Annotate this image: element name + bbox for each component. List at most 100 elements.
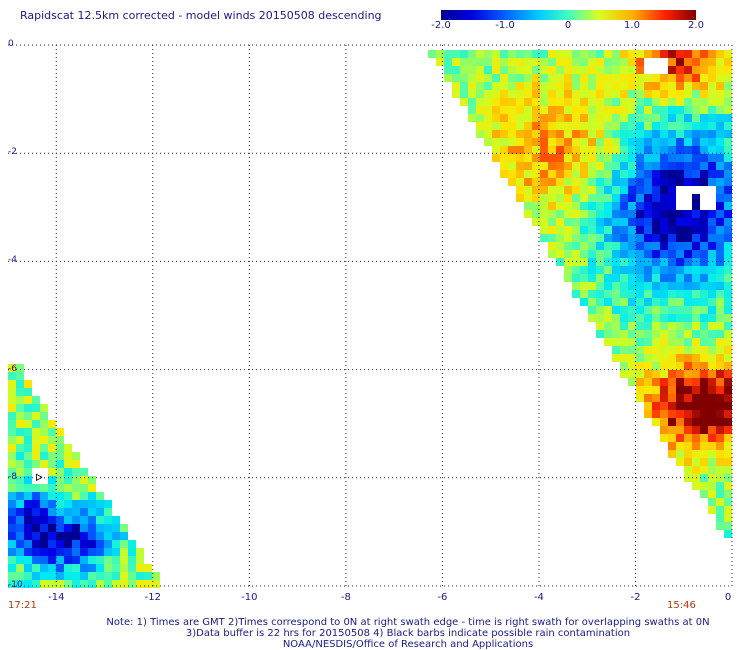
wind-cell: [724, 58, 732, 66]
wind-cell: [596, 194, 604, 202]
wind-cell: [556, 146, 564, 154]
wind-cell: [540, 202, 548, 210]
wind-cell: [636, 130, 644, 138]
wind-cell: [580, 82, 588, 90]
wind-cell: [476, 82, 484, 90]
wind-cell: [724, 282, 732, 290]
wind-cell: [708, 74, 716, 82]
wind-cell: [676, 58, 684, 66]
wind-cell: [16, 524, 24, 532]
wind-cell: [532, 218, 540, 226]
wind-cell: [556, 242, 564, 250]
wind-cell: [612, 218, 620, 226]
wind-cell: [700, 490, 708, 498]
wind-cell: [684, 346, 692, 354]
wind-cell: [604, 186, 612, 194]
wind-cell: [572, 250, 580, 258]
wind-cell: [716, 178, 724, 186]
wind-cell: [684, 362, 692, 370]
wind-cell: [56, 436, 64, 444]
wind-cell: [80, 508, 88, 516]
wind-cell: [708, 258, 716, 266]
wind-cell: [652, 226, 660, 234]
wind-cell: [724, 498, 732, 506]
wind-cell: [72, 460, 80, 468]
wind-cell: [64, 548, 72, 556]
wind-cell: [112, 556, 120, 564]
wind-cell: [112, 580, 120, 588]
wind-cell: [652, 266, 660, 274]
wind-cell: [476, 98, 484, 106]
wind-cell: [724, 186, 732, 194]
wind-cell: [460, 90, 468, 98]
wind-cell: [588, 290, 596, 298]
wind-cell: [644, 50, 652, 58]
wind-cell: [24, 532, 32, 540]
wind-cell: [48, 580, 56, 588]
wind-cell: [708, 282, 716, 290]
wind-cell: [516, 138, 524, 146]
wind-cell: [604, 258, 612, 266]
wind-cell: [652, 290, 660, 298]
wind-cell: [652, 402, 660, 410]
wind-cell: [724, 354, 732, 362]
wind-cell: [668, 90, 676, 98]
wind-cell: [708, 450, 716, 458]
wind-cell: [676, 226, 684, 234]
wind-cell: [684, 370, 692, 378]
wind-cell: [668, 98, 676, 106]
wind-cell: [64, 484, 72, 492]
wind-cell: [708, 418, 716, 426]
wind-cell: [88, 484, 96, 492]
wind-cell: [716, 330, 724, 338]
wind-cell: [524, 186, 532, 194]
wind-cell: [96, 492, 104, 500]
wind-cell: [484, 138, 492, 146]
wind-cell: [508, 58, 516, 66]
wind-cell: [16, 388, 24, 396]
wind-cell: [604, 114, 612, 122]
wind-cell: [724, 210, 732, 218]
wind-cell: [572, 226, 580, 234]
wind-cell: [636, 90, 644, 98]
wind-cell: [716, 50, 724, 58]
wind-cell: [684, 306, 692, 314]
wind-cell: [80, 548, 88, 556]
wind-cell: [588, 234, 596, 242]
wind-cell: [716, 314, 724, 322]
wind-cell: [572, 202, 580, 210]
wind-cell: [692, 218, 700, 226]
wind-cell: [628, 114, 636, 122]
wind-cell: [628, 210, 636, 218]
wind-cell: [636, 98, 644, 106]
wind-cell: [684, 282, 692, 290]
wind-cell: [64, 492, 72, 500]
wind-cell: [40, 572, 48, 580]
wind-cell: [500, 170, 508, 178]
wind-cell: [708, 210, 716, 218]
wind-cell: [596, 306, 604, 314]
wind-cell: [580, 146, 588, 154]
wind-cell: [700, 146, 708, 154]
wind-cell: [468, 66, 476, 74]
wind-cell: [612, 58, 620, 66]
wind-cell: [64, 444, 72, 452]
wind-cell: [24, 468, 32, 476]
wind-cell: [684, 354, 692, 362]
wind-cell: [484, 98, 492, 106]
wind-cell: [564, 234, 572, 242]
wind-cell: [652, 146, 660, 154]
wind-cell: [88, 532, 96, 540]
wind-cell: [660, 210, 668, 218]
wind-cell: [40, 452, 48, 460]
wind-cell: [708, 426, 716, 434]
wind-cell: [540, 210, 548, 218]
wind-cell: [724, 170, 732, 178]
wind-cell: [644, 130, 652, 138]
wind-cell: [668, 282, 676, 290]
wind-cell: [64, 572, 72, 580]
wind-cell: [628, 74, 636, 82]
wind-cell: [88, 524, 96, 532]
wind-cell: [24, 476, 32, 484]
wind-cell: [56, 428, 64, 436]
